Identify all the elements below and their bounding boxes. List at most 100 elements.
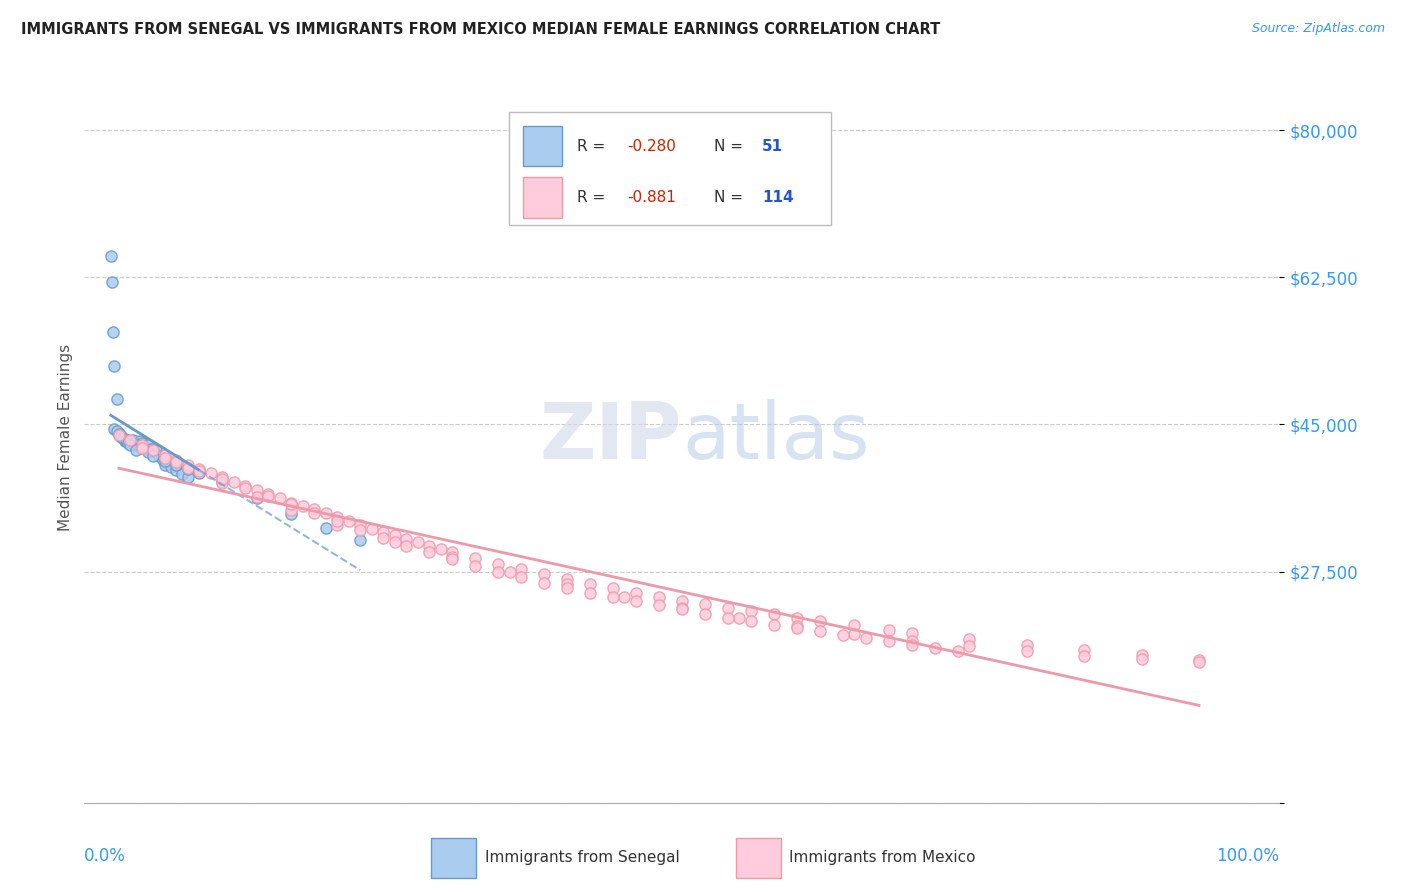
Point [125, 438, 148, 452]
Point [624, 594, 647, 608]
Point [349, 523, 371, 537]
Point [132, 441, 156, 455]
Point [1188, 653, 1211, 667]
Bar [523, 127, 562, 167]
Point [222, 475, 245, 489]
Point [101, 275, 124, 289]
Point [740, 604, 762, 618]
Point [555, 577, 578, 591]
Point [125, 437, 148, 451]
Point [602, 582, 624, 596]
Point [877, 634, 900, 648]
Point [786, 619, 808, 633]
Point [148, 450, 170, 464]
Point [555, 572, 578, 586]
Point [177, 458, 200, 472]
Point [786, 621, 808, 635]
Point [728, 611, 751, 625]
Point [315, 506, 337, 520]
Point [855, 631, 877, 645]
Point [693, 598, 716, 612]
Point [360, 522, 382, 536]
Point [326, 514, 349, 528]
Text: R =: R = [576, 190, 610, 205]
Point [125, 442, 148, 457]
Point [406, 535, 429, 549]
Point [337, 514, 360, 528]
Point [924, 641, 946, 656]
Point [533, 567, 555, 582]
Point [418, 545, 440, 559]
Point [946, 644, 969, 658]
Point [177, 461, 200, 475]
Point [1073, 642, 1095, 657]
Point [139, 442, 162, 456]
Bar [735, 838, 782, 878]
Point [349, 518, 371, 533]
Point [326, 510, 349, 524]
Point [1130, 648, 1153, 662]
Point [486, 557, 509, 571]
Point [188, 462, 211, 476]
Point [177, 470, 200, 484]
Point [110, 429, 132, 443]
Point [165, 455, 187, 469]
Point [211, 476, 233, 491]
Point [464, 551, 486, 566]
Point [717, 600, 740, 615]
Point [153, 451, 176, 466]
Point [177, 462, 200, 476]
Point [418, 539, 440, 553]
Point [131, 441, 153, 455]
Text: Immigrants from Senegal: Immigrants from Senegal [485, 850, 679, 865]
Point [648, 590, 671, 604]
Point [117, 433, 139, 447]
Point [280, 496, 302, 510]
Point [844, 618, 866, 632]
Text: 51: 51 [762, 139, 783, 154]
Text: ZIP: ZIP [540, 399, 682, 475]
Point [136, 445, 159, 459]
Point [246, 490, 269, 504]
Point [257, 487, 280, 501]
Point [269, 491, 291, 506]
Point [165, 458, 187, 472]
Point [101, 325, 124, 339]
Point [510, 570, 533, 584]
Point [613, 590, 636, 604]
Point [117, 436, 139, 450]
Point [533, 575, 555, 590]
Point [602, 590, 624, 604]
Point [131, 441, 153, 455]
Text: -0.881: -0.881 [627, 190, 676, 205]
Point [373, 525, 395, 540]
Point [165, 452, 187, 467]
Point [349, 533, 371, 548]
Point [808, 624, 831, 639]
Point [302, 506, 325, 520]
Point [211, 470, 233, 484]
Point [188, 464, 211, 478]
Point [648, 599, 671, 613]
Point [957, 632, 980, 646]
Point [900, 626, 922, 640]
Point [120, 436, 142, 450]
Text: IMMIGRANTS FROM SENEGAL VS IMMIGRANTS FROM MEXICO MEDIAN FEMALE EARNINGS CORRELA: IMMIGRANTS FROM SENEGAL VS IMMIGRANTS FR… [21, 22, 941, 37]
Point [142, 442, 165, 457]
Point [671, 602, 693, 616]
Point [136, 437, 159, 451]
Point [165, 463, 187, 477]
Point [786, 611, 808, 625]
Point [671, 594, 693, 608]
Point [120, 437, 142, 451]
Point [315, 521, 337, 535]
Point [112, 431, 135, 445]
Point [441, 545, 464, 559]
Point [108, 427, 131, 442]
Text: Source: ZipAtlas.com: Source: ZipAtlas.com [1251, 22, 1385, 36]
Point [103, 359, 125, 373]
Point [108, 426, 131, 441]
Point [671, 600, 693, 615]
Point [103, 422, 125, 436]
Point [831, 627, 853, 641]
